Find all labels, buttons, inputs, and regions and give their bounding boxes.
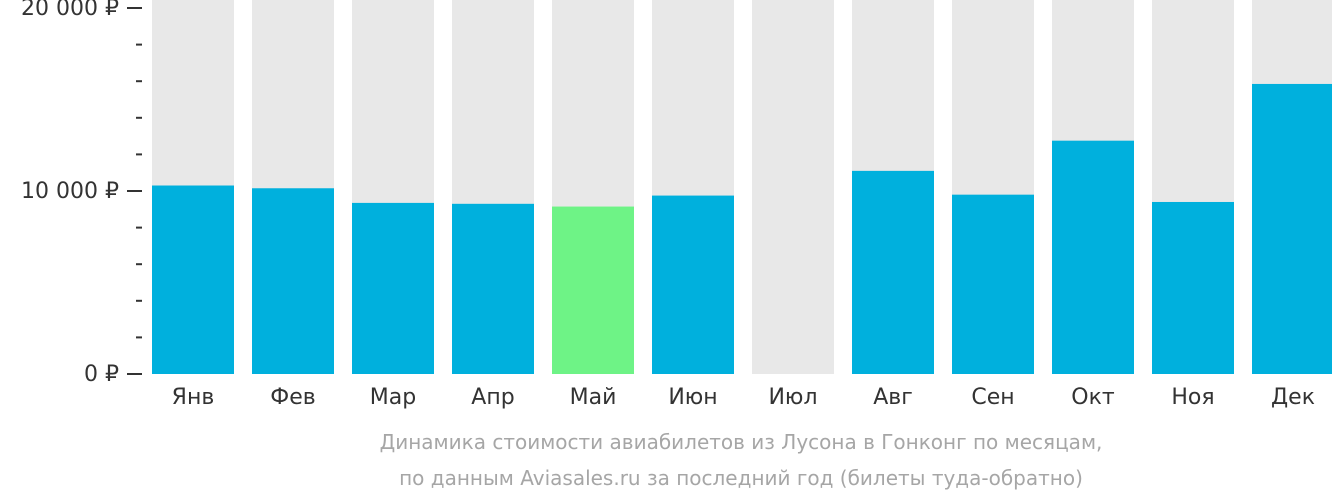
price-chart: Янв Фев Мар Апр Май Июн Июл Авг Сен Окт Ноя Дек 0 ₽ 1… (21, 0, 1332, 410)
chart-caption-line2: по данным Aviasales.ru за последний год … (399, 466, 1083, 490)
x-tick-label: Окт (1071, 385, 1115, 410)
x-tick-label: Июн (668, 385, 717, 410)
x-tick-label: Сен (971, 385, 1014, 410)
chart-caption-line1: Динамика стоимости авиабилетов из Лусона… (379, 430, 1103, 454)
x-tick-label: Май (570, 385, 617, 410)
x-tick-label: Дек (1271, 385, 1315, 410)
bar (852, 170, 934, 374)
bar (1252, 83, 1332, 374)
bar (252, 188, 334, 374)
x-tick-label: Янв (172, 385, 215, 410)
bar (1152, 201, 1234, 374)
bar (552, 206, 634, 374)
y-tick-label: 20 000 ₽ (21, 0, 119, 21)
x-tick-label: Июл (768, 385, 817, 410)
bar-background (752, 0, 834, 374)
bar (352, 202, 434, 374)
bar (152, 185, 234, 374)
x-tick-label: Апр (471, 385, 514, 410)
bar (1052, 140, 1134, 374)
bar (452, 203, 534, 374)
y-tick-label: 10 000 ₽ (21, 179, 119, 204)
x-tick-label: Авг (873, 385, 913, 410)
x-tick-label: Фев (270, 385, 315, 410)
bar (652, 195, 734, 374)
x-tick-label: Ноя (1171, 385, 1214, 410)
bar (952, 194, 1034, 374)
x-tick-label: Мар (370, 385, 416, 410)
y-tick-label: 0 ₽ (84, 362, 119, 387)
